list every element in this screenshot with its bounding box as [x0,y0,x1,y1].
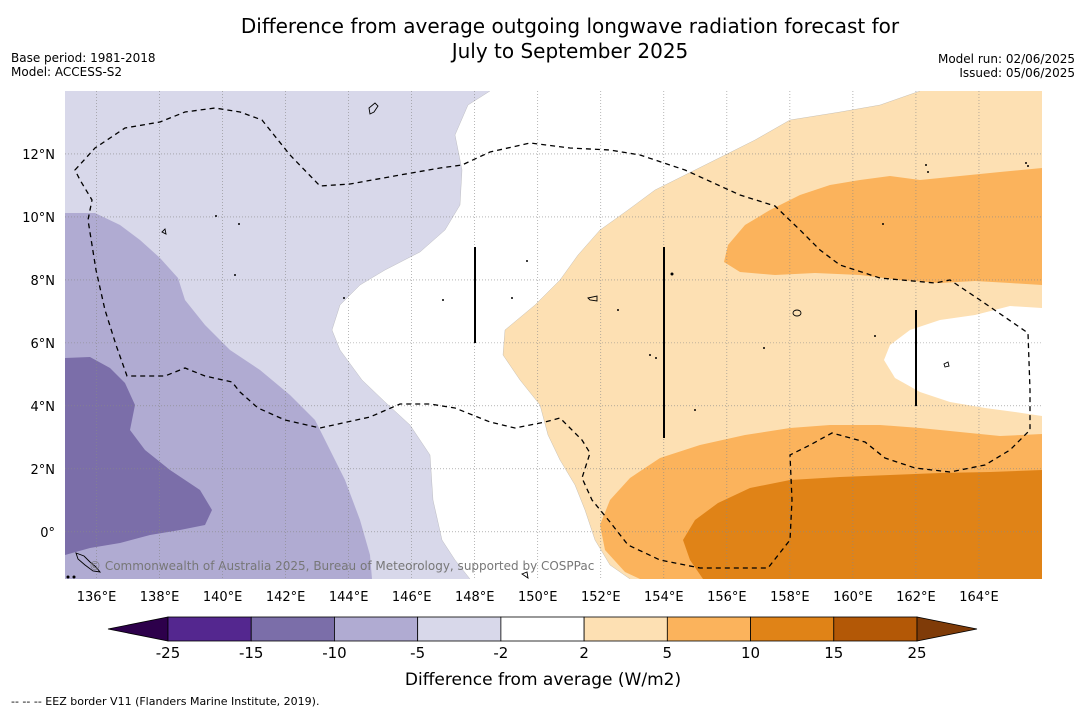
eez-borders [74,107,1031,569]
copyright-text: © Commonwealth of Australia 2025, Bureau… [89,559,594,573]
colorbar-tick-label: -2 [493,644,508,662]
colorbar-tick-label: 2 [579,644,589,662]
issued-date: Issued: 05/06/2025 [959,66,1075,80]
contour-lines [331,91,921,579]
lon-tick-label: 160°E [833,590,873,605]
colorbar-extend-high [916,616,978,642]
contour-minus15 [65,357,212,555]
lat-tick-label: 2°N [31,463,56,478]
lat-tick-label: 12°N [22,148,55,163]
lon-tick-label: 150°E [518,590,558,605]
lat-tick-labels: 0° 2°N 4°N 6°N 8°N 10°N 12°N [22,148,55,541]
footer-note: -- -- -- EEZ border V11 (Flanders Marine… [11,695,320,708]
model-name: Model: ACCESS-S2 [11,65,123,79]
colorbar-tick-label: -25 [156,644,181,662]
lon-tick-label: 164°E [959,590,999,605]
island-chuuk [587,295,598,302]
colorbar-tick-label: -5 [410,644,425,662]
gridlines [65,91,1042,579]
meta-right: Model run: 02/06/2025 Issued: 05/06/2025 [938,52,1075,80]
lon-tick-label: 138°E [140,590,180,605]
island-guam [368,102,379,115]
colorbar [107,616,978,642]
colorbar-title: Difference from average (W/m2) [405,670,681,690]
colorbar-segment [500,616,585,642]
island-kosrae [943,361,950,368]
lon-tick-label: 158°E [770,590,810,605]
eez-border-west [74,107,1031,569]
lon-tick-label: 154°E [644,590,684,605]
base-period: Base period: 1981-2018 [11,51,156,65]
lat-tick-label: 8°N [31,274,56,289]
colorbar-segment [583,616,668,642]
islands [75,102,950,579]
colorbar-tick-label: -15 [239,644,264,662]
colorbar-tick-label: 15 [824,644,843,662]
colorbar-tick-label: 25 [907,644,926,662]
lon-tick-label: 146°E [392,590,432,605]
contour-white-hole [884,306,1042,416]
island-palau [75,552,102,573]
colorbar-tick-label: 10 [741,644,760,662]
contour-plus10 [683,470,1042,579]
lon-tick-label: 140°E [203,590,243,605]
lon-tick-label: 144°E [329,590,369,605]
island-kapinga [521,571,529,579]
contour-plus5-north [724,168,1042,285]
colorbar-segment [750,616,835,642]
boundary-segments [474,247,917,438]
colorbar-tick-label: 5 [663,644,673,662]
colorbar-segment [167,616,252,642]
colorbar-segment [334,616,419,642]
colorbar-extend-low [107,616,169,642]
colorbar-segment [666,616,751,642]
lat-tick-label: 0° [40,526,55,541]
lat-tick-label: 10°N [22,211,55,226]
lat-tick-label: 4°N [31,400,56,415]
meta-left: Base period: 1981-2018 Model: ACCESS-S2 [11,51,156,79]
lon-tick-labels: 136°E 138°E 140°E 142°E 144°E 146°E 148°E 150°E… [77,590,999,605]
colorbar-segment [250,616,335,642]
model-run: Model run: 02/06/2025 [937,52,1075,66]
title-line-2: July to September 2025 [451,39,689,63]
title-line-1: Difference from average outgoing longwav… [240,14,900,38]
lon-tick-label: 148°E [455,590,495,605]
lon-tick-label: 142°E [266,590,306,605]
lon-tick-label: 152°E [581,590,621,605]
colorbar-segment [833,616,918,642]
colorbar-labels: -25 -15 -10 -5 -2 2 5 10 15 25 [156,644,927,662]
map-panel: © Commonwealth of Australia 2025, Bureau… [65,91,1042,579]
lon-tick-label: 162°E [896,590,936,605]
island-pohnpei [792,309,802,317]
island-ulithi [161,228,167,235]
lon-tick-label: 136°E [77,590,117,605]
colorbar-segment [417,616,502,642]
page-title: Difference from average outgoing longwav… [0,14,1085,64]
lon-tick-label: 156°E [707,590,747,605]
island-dots [66,162,1029,579]
lat-tick-label: 6°N [31,337,56,352]
colorbar-tick-label: -10 [322,644,347,662]
